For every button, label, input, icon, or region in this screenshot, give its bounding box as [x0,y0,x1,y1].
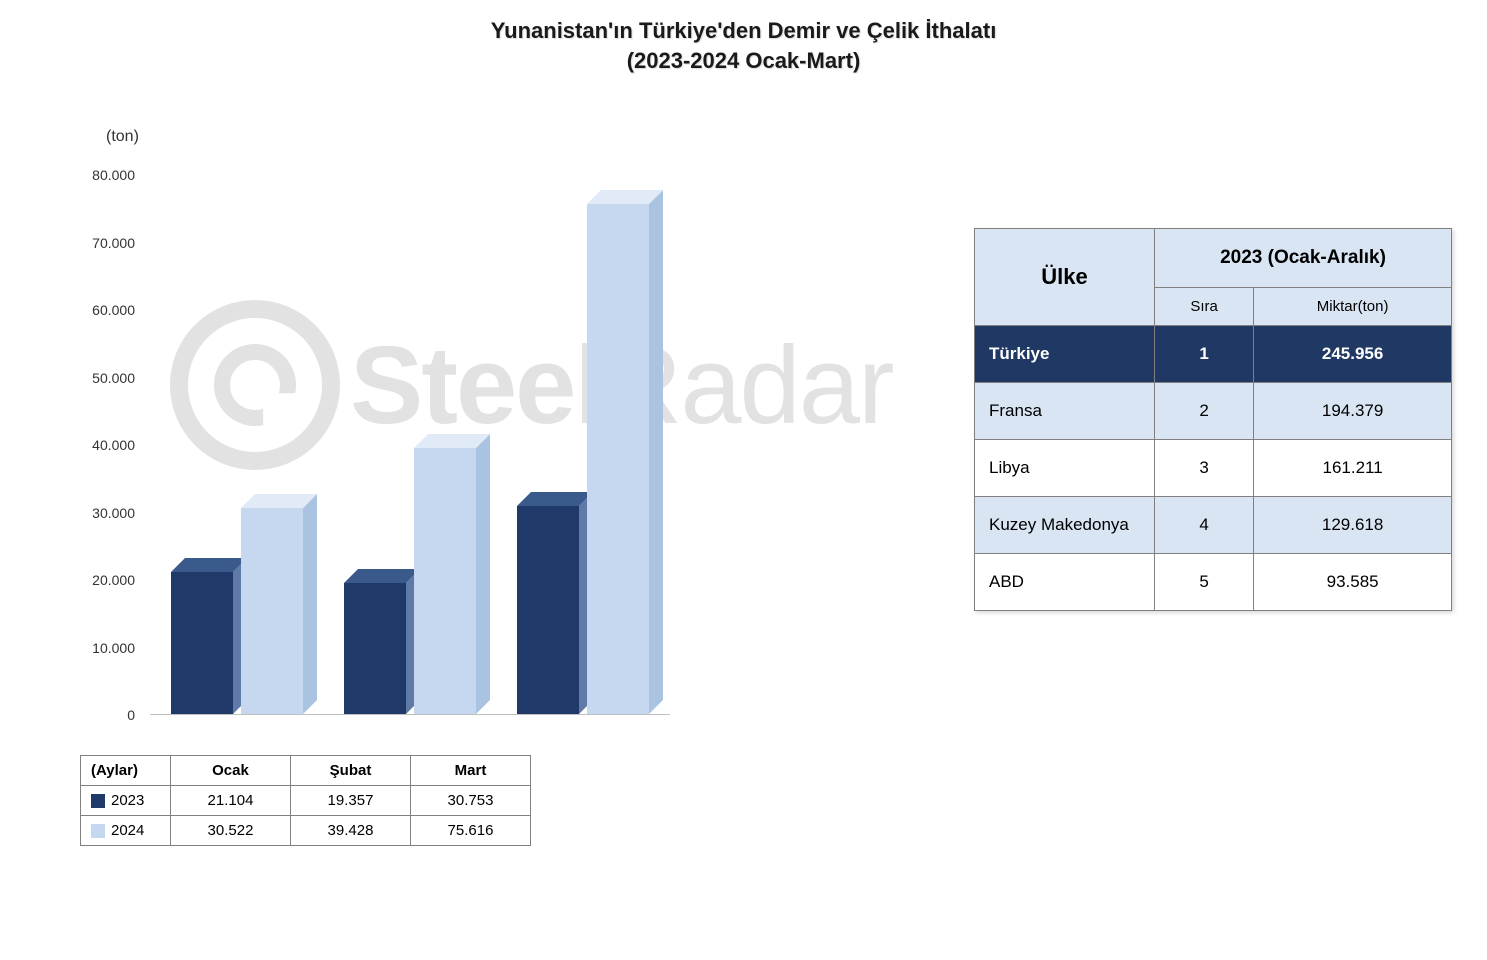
data-table-cell: 21.104 [171,786,291,816]
chart-title-line1: Yunanistan'ın Türkiye'den Demir ve Çelik… [0,16,1487,46]
rank-row: Kuzey Makedonya4129.618 [975,497,1452,554]
data-table-cell: 30.522 [171,816,291,846]
rank-country-cell: Türkiye [975,326,1155,383]
rank-country-cell: Libya [975,440,1155,497]
data-table-header-months: (Aylar) [81,756,171,786]
rank-row-highlight: Türkiye1245.956 [975,326,1452,383]
bar [171,572,233,714]
rank-country-cell: Fransa [975,383,1155,440]
rank-row: Fransa2194.379 [975,383,1452,440]
legend-swatch-icon [91,794,105,808]
rank-position-cell: 5 [1155,554,1254,611]
rank-subheader-rank: Sıra [1155,288,1254,326]
bar [414,448,476,714]
chart-title-line2: (2023-2024 Ocak-Mart) [0,46,1487,76]
rank-header-year: 2023 (Ocak-Aralık) [1155,229,1452,288]
data-table-month-header: Ocak [171,756,291,786]
bar [344,583,406,714]
rank-subheader-amount: Miktar(ton) [1254,288,1452,326]
data-table-cell: 30.753 [411,786,531,816]
rank-country-cell: Kuzey Makedonya [975,497,1155,554]
rank-amount-cell: 129.618 [1254,497,1452,554]
rank-amount-cell: 93.585 [1254,554,1452,611]
bar-chart: 0 10.000 20.000 30.000 40.000 50.000 60.000 70.… [70,175,690,745]
y-axis-unit-label: (ton) [106,128,139,146]
rank-position-cell: 1 [1155,326,1254,383]
chart-data-table: (Aylar)OcakŞubatMart 202321.10419.35730.7… [80,755,531,846]
y-tick-label: 60.000 [75,302,135,318]
rank-amount-cell: 245.956 [1254,326,1452,383]
rank-row: ABD593.585 [975,554,1452,611]
data-table-series-label: 2023 [81,786,171,816]
y-tick-label: 0 [75,707,135,723]
rank-position-cell: 2 [1155,383,1254,440]
rank-header-country: Ülke [975,229,1155,326]
data-table-cell: 39.428 [291,816,411,846]
y-tick-label: 50.000 [75,370,135,386]
bar [517,506,579,714]
y-tick-label: 80.000 [75,167,135,183]
rank-position-cell: 4 [1155,497,1254,554]
y-tick-label: 30.000 [75,505,135,521]
rank-position-cell: 3 [1155,440,1254,497]
rank-amount-cell: 194.379 [1254,383,1452,440]
chart-plot-area [150,175,670,715]
rank-amount-cell: 161.211 [1254,440,1452,497]
rank-row: Libya3161.211 [975,440,1452,497]
ranking-table: Ülke2023 (Ocak-Aralık)SıraMiktar(ton)Tür… [974,228,1452,611]
bar [241,508,303,714]
data-table-month-header: Şubat [291,756,411,786]
data-table-series-label: 2024 [81,816,171,846]
y-tick-label: 20.000 [75,572,135,588]
y-tick-label: 70.000 [75,235,135,251]
data-table-cell: 19.357 [291,786,411,816]
bar [587,204,649,714]
rank-country-cell: ABD [975,554,1155,611]
legend-swatch-icon [91,824,105,838]
data-table-month-header: Mart [411,756,531,786]
y-tick-label: 10.000 [75,640,135,656]
chart-title-block: Yunanistan'ın Türkiye'den Demir ve Çelik… [0,16,1487,75]
y-tick-label: 40.000 [75,437,135,453]
data-table-cell: 75.616 [411,816,531,846]
